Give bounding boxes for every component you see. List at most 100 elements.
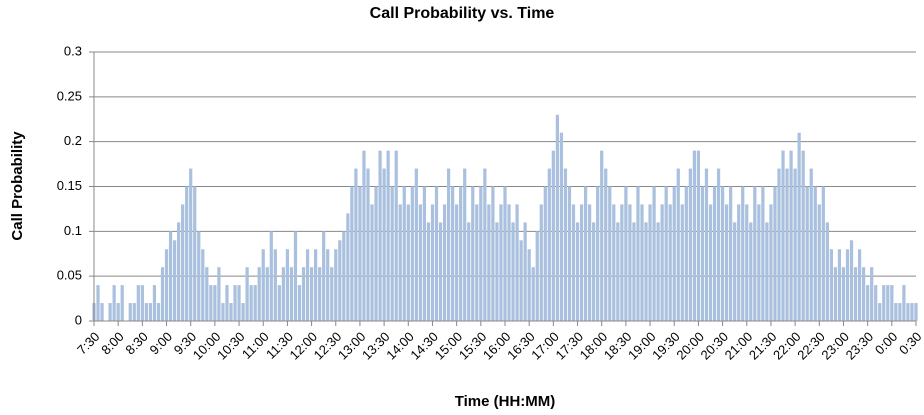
bar [575, 222, 580, 321]
bar [644, 222, 648, 321]
bar [374, 186, 378, 321]
bar [539, 204, 543, 321]
bar [189, 168, 193, 321]
bar [737, 204, 741, 321]
bar [326, 249, 330, 321]
bar [600, 150, 604, 321]
bar [696, 150, 701, 321]
y-tick-label: 0.3 [64, 43, 82, 58]
bar [898, 303, 902, 321]
bar [265, 267, 269, 321]
bar [608, 186, 612, 321]
bar [914, 303, 918, 321]
bar [745, 204, 749, 321]
bar [535, 231, 539, 321]
bar [874, 285, 878, 321]
bar [322, 231, 326, 321]
bar [809, 168, 813, 321]
bar [451, 186, 455, 321]
bar [438, 222, 443, 321]
bar [862, 267, 866, 321]
bar [604, 168, 608, 321]
bar [906, 303, 910, 321]
bar [479, 186, 483, 321]
bar [309, 267, 314, 321]
bar [503, 186, 507, 321]
bar [201, 249, 205, 321]
bar [346, 213, 350, 321]
bar [410, 186, 414, 321]
bar [547, 168, 551, 321]
bar [233, 285, 237, 321]
bar [116, 303, 120, 321]
bar [563, 168, 568, 321]
bar [636, 186, 640, 321]
bar [217, 267, 221, 321]
bar [712, 186, 717, 321]
bar [523, 222, 527, 321]
bar [684, 186, 688, 321]
bar [459, 186, 463, 321]
bar [434, 186, 439, 321]
bar [442, 204, 447, 321]
bar [342, 231, 346, 321]
bar [845, 249, 850, 321]
y-tick-label: 0.05 [57, 268, 82, 283]
bar [789, 150, 793, 321]
bar [672, 186, 676, 321]
bar [426, 222, 431, 321]
bar [692, 150, 696, 321]
bar [330, 267, 334, 321]
bar [825, 222, 829, 321]
bar [261, 249, 265, 321]
bar [152, 285, 157, 321]
bar [362, 150, 366, 321]
bar [402, 186, 406, 321]
bar [334, 249, 338, 321]
bar [221, 303, 225, 321]
bar [571, 204, 576, 321]
bar [128, 303, 132, 321]
bar [475, 204, 479, 321]
bar [785, 168, 789, 321]
chart-title: Call Probability vs. Time [370, 5, 555, 22]
bar [688, 168, 692, 321]
bar [596, 186, 600, 321]
bar [664, 186, 668, 321]
y-axis-title: Call Probability [9, 131, 26, 241]
bar [390, 186, 394, 321]
bar [293, 231, 298, 321]
bar [148, 303, 153, 321]
bar [406, 204, 410, 321]
bar [181, 204, 185, 321]
bar [354, 168, 358, 321]
bar [660, 204, 664, 321]
bar [108, 303, 112, 321]
x-tick-label: 8:00 [98, 329, 127, 358]
bar [241, 303, 245, 321]
bar [273, 249, 277, 321]
bar [430, 204, 435, 321]
bar [297, 285, 302, 321]
bar [729, 186, 733, 321]
bar [386, 150, 390, 321]
bar [487, 204, 491, 321]
bar [579, 204, 584, 321]
bar [793, 168, 797, 321]
bar [531, 267, 535, 321]
bar [164, 249, 169, 321]
bar [382, 168, 386, 321]
bar [249, 285, 253, 321]
bar [289, 267, 294, 321]
bar [878, 303, 882, 321]
bar [555, 114, 559, 322]
bar [837, 249, 842, 321]
bar [495, 222, 499, 321]
bar [277, 285, 281, 321]
y-tick-label: 0 [75, 312, 82, 327]
bar [656, 222, 660, 321]
bar [628, 204, 632, 321]
bar [680, 204, 684, 321]
bar [652, 186, 656, 321]
bar [890, 285, 894, 321]
